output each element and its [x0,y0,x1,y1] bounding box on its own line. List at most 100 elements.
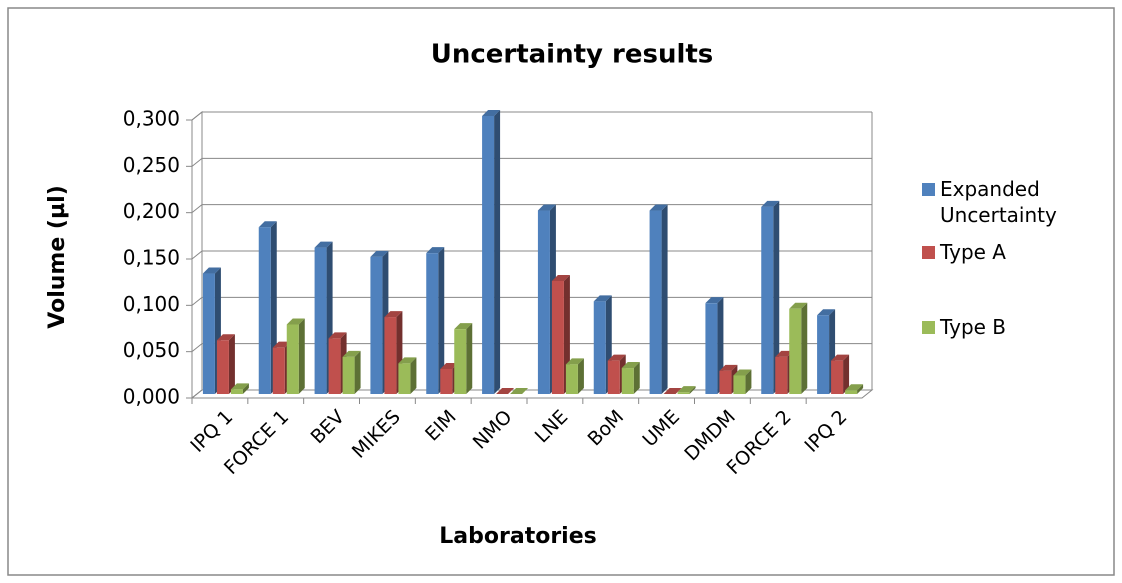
bar-side [466,323,473,394]
bar-top [719,364,738,371]
bar-top [817,309,836,316]
bar-top [607,354,626,361]
bar-side [298,318,305,394]
bar [775,356,788,394]
bar-top [705,297,724,304]
bar-side [745,369,752,394]
bar-top [775,350,794,357]
bar-top [230,383,249,390]
bar-top [551,274,570,281]
bar-side [410,357,417,394]
bar-top [649,204,668,211]
bar-top [370,250,389,257]
chart-title: Uncertainty results [431,40,714,70]
bar-side [494,110,501,394]
grid-line [191,343,872,353]
y-axis-title: Volume (µl) [45,185,70,328]
bar [831,360,844,394]
bar-side [438,247,445,394]
bar-side [801,302,808,394]
grid-line [191,250,872,260]
bar [551,280,564,394]
bar-top [733,369,752,376]
bar [482,116,495,394]
bar [440,368,453,394]
y-tick-label: 0,300 [123,107,180,131]
bar-top [510,388,529,394]
bar [426,253,439,394]
bar [705,303,718,394]
bar-side [633,362,640,394]
bar [761,206,774,394]
bar-top [202,267,221,274]
bar-top [761,200,780,207]
bar [286,324,299,394]
bar [733,375,746,394]
bar [328,338,341,394]
bar [258,227,271,394]
bar-top [426,247,445,254]
legend-swatch [922,321,935,334]
bar-top [663,388,682,394]
legend-swatch [922,246,935,259]
bar [677,392,690,394]
legend-label: Expanded Uncertainty [940,177,1057,227]
bar-top [845,384,864,391]
bar-top [537,204,556,211]
y-tick-label: 0,150 [123,246,180,270]
bar-top [565,358,584,365]
legend-label: Type B [940,315,1007,339]
bar-side [577,358,584,394]
bar-top [496,388,515,394]
y-tick-label: 0,000 [123,385,180,409]
legend-label: Type A [940,240,1006,264]
bar [216,340,229,394]
bar [719,370,732,394]
bar-top [314,241,333,248]
bar [370,256,383,394]
bar-top [593,295,612,302]
bar [789,308,802,394]
bar-top [342,350,361,357]
bar [817,315,830,394]
bar [398,363,411,394]
bar-side [773,200,780,394]
grid-line [191,204,872,214]
bar-top [677,386,696,393]
bar [537,210,550,394]
bar [621,368,634,394]
bar-top [216,334,235,341]
bar [342,356,355,394]
bar-side [843,354,850,394]
y-tick-label: 0,200 [123,199,180,223]
bar [384,317,397,394]
bar [565,364,578,394]
bar [607,360,620,394]
bar [593,301,606,394]
bar-top [789,302,808,309]
bar-top [454,323,473,330]
grid-line [191,296,872,306]
bar-top [272,341,291,348]
grid-line [191,157,872,167]
bar [649,210,662,394]
bar-side [242,383,249,394]
bar-top [384,311,403,318]
bar-side [689,386,696,394]
y-tick-label: 0,100 [123,292,180,316]
bar [230,389,243,394]
bar-top [482,110,501,116]
bar [202,273,215,394]
bar-side [228,334,235,394]
bar-top [328,332,347,339]
bar [454,329,467,394]
bar-top [258,221,277,228]
x-axis-title: Laboratories [439,524,596,549]
grid-line [191,389,872,399]
legend-swatch [922,183,935,196]
bar-top [398,357,417,364]
bar-top [440,362,459,369]
bar [845,390,858,394]
